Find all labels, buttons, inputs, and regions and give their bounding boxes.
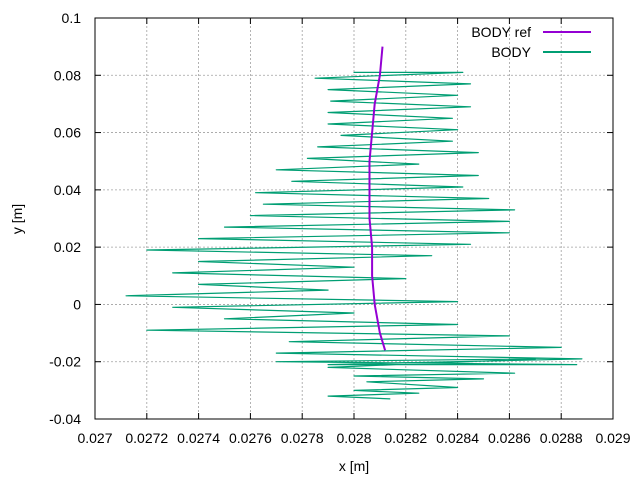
x-axis-label: x [m]: [339, 458, 369, 474]
x-tick-label: 0.0272: [125, 430, 168, 446]
y-tick-label: -0.04: [49, 411, 81, 427]
x-ticks: 0.027 0.0272 0.0274 0.0276 0.0278 0.028 0.0282…: [77, 18, 631, 446]
y-tick-label: 0.02: [54, 239, 81, 255]
x-tick-label: 0.027: [77, 430, 112, 446]
legend-label-body-ref: BODY ref: [471, 24, 531, 40]
y-axis-label: y [m]: [9, 204, 25, 234]
y-tick-label: 0: [73, 296, 81, 312]
x-tick-label: 0.0282: [384, 430, 427, 446]
y-tick-label: 0.1: [62, 10, 82, 26]
y-tick-label: 0.08: [54, 67, 81, 83]
series-layer: [125, 46, 583, 400]
legend: BODY ref BODY: [471, 24, 591, 60]
x-tick-label: 0.0288: [540, 430, 583, 446]
x-tick-label: 0.028: [336, 430, 371, 446]
x-tick-label: 0.0276: [229, 430, 272, 446]
series-line-body-ref: [368, 46, 387, 351]
x-tick-label: 0.0286: [488, 430, 531, 446]
x-tick-label: 0.029: [595, 430, 630, 446]
x-tick-label: 0.0274: [177, 430, 220, 446]
legend-label-body: BODY: [491, 44, 531, 60]
y-tick-label: -0.02: [49, 354, 81, 370]
series-line-body: [125, 71, 583, 400]
y-tick-label: 0.06: [54, 125, 81, 141]
y-ticks: -0.04 -0.02 0 0.02 0.04 0.06 0.08 0.1: [49, 10, 613, 427]
x-tick-label: 0.0284: [436, 430, 479, 446]
x-tick-label: 0.0278: [281, 430, 324, 446]
y-tick-label: 0.04: [54, 182, 81, 198]
